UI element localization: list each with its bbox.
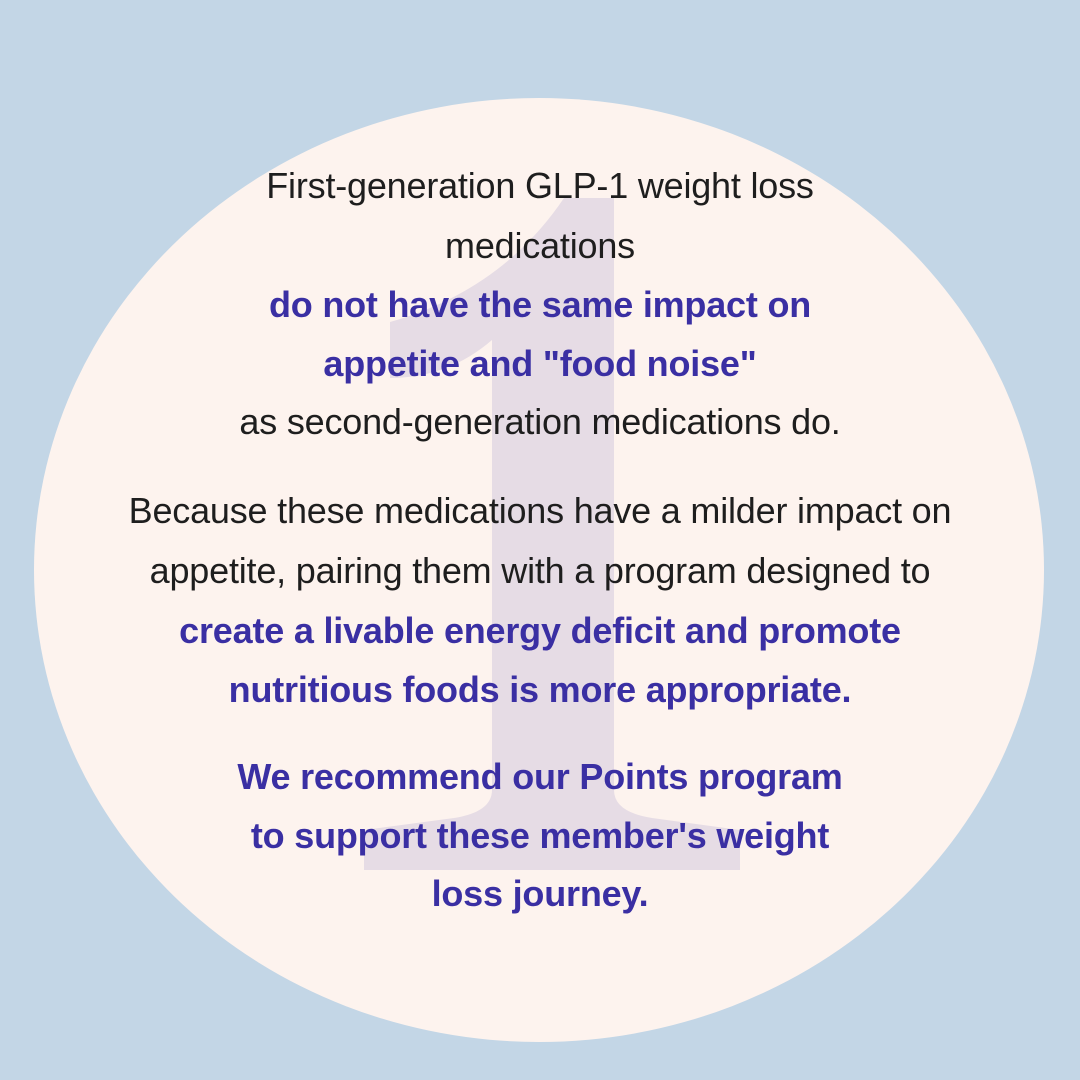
paragraph1-line5: as second-generation medications do. <box>239 401 841 442</box>
paragraph1-line1: First-generation GLP-1 weight loss <box>266 165 814 206</box>
paragraph2-line2: appetite, pairing them with a program de… <box>149 550 931 591</box>
paragraph3-line2: to support these member's weight <box>250 815 830 856</box>
paragraph3-line1: We recommend our Points program <box>237 756 843 797</box>
paragraph1-line4: appetite and "food noise" <box>323 343 757 384</box>
paragraph1-line3: do not have the same impact on <box>268 284 812 325</box>
paragraph2-line1: Because these medications have a milder … <box>128 490 952 531</box>
paragraph1-line2: medications <box>445 225 635 266</box>
paragraph2-line4: nutritious foods is more appropriate. <box>228 669 852 710</box>
numeral-one-watermark <box>364 198 740 870</box>
paragraph2-line3: create a livable energy deficit and prom… <box>179 610 901 651</box>
paragraph3-line3: loss journey. <box>431 873 649 914</box>
